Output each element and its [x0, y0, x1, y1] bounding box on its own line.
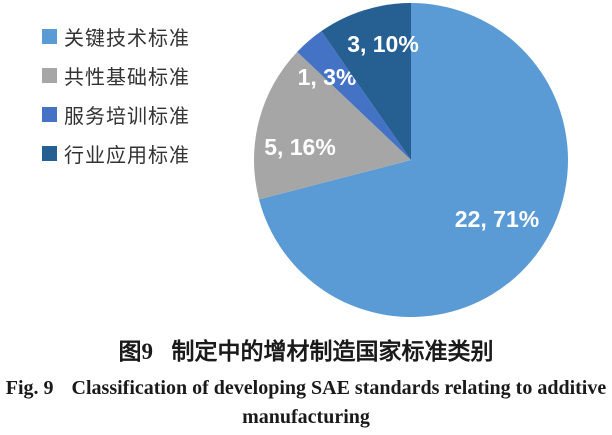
pie-slice-label-2: 1, 3%: [298, 64, 357, 90]
legend-swatch-icon: [42, 28, 57, 44]
legend-item-1: 共性基础标准: [42, 63, 190, 89]
caption-en-text: Classification of developing SAE standar…: [71, 377, 607, 399]
legend-item-label: 共性基础标准: [64, 66, 190, 89]
pie-slice-2: [297, 31, 411, 160]
chart-legend: 关键技术标准 共性基础标准 服务培训标准 行业应用标准: [42, 24, 190, 180]
pie-slice-3: [321, 3, 411, 160]
pie-slice-1: [253, 51, 411, 200]
legend-item-2: 服务培训标准: [42, 102, 190, 128]
pie-slice-label-3: 3, 10%: [347, 31, 419, 57]
legend-item-0: 关键技术标准: [42, 24, 190, 50]
caption-zh-text: 制定中的增材制造国家标准类别: [171, 339, 494, 364]
legend-swatch-icon: [42, 145, 57, 161]
caption-en: Fig. 9 Classification of developing SAE s…: [0, 374, 612, 432]
caption-zh: 图9 制定中的增材制造国家标准类别: [0, 332, 612, 366]
caption-en-line1: Fig. 9 Classification of developing SAE s…: [0, 374, 612, 403]
pie-slice-label-0: 22, 71%: [455, 206, 539, 232]
legend-item-3: 行业应用标准: [42, 141, 190, 167]
pie-slice-label-1: 5, 16%: [264, 134, 336, 160]
pie-slice-0: [259, 3, 568, 318]
legend-item-label: 关键技术标准: [64, 27, 190, 50]
caption-en-prefix: Fig. 9: [5, 377, 54, 399]
legend-swatch-icon: [42, 106, 57, 122]
legend-swatch-icon: [42, 67, 57, 83]
pie-chart: 22, 71% 5, 16% 1, 3% 3, 10%: [253, 3, 568, 318]
caption-en-line2: manufacturing: [242, 406, 370, 428]
legend-item-label: 服务培训标准: [64, 105, 190, 128]
caption-zh-prefix: 图9: [118, 339, 154, 364]
legend-item-label: 行业应用标准: [64, 144, 190, 167]
